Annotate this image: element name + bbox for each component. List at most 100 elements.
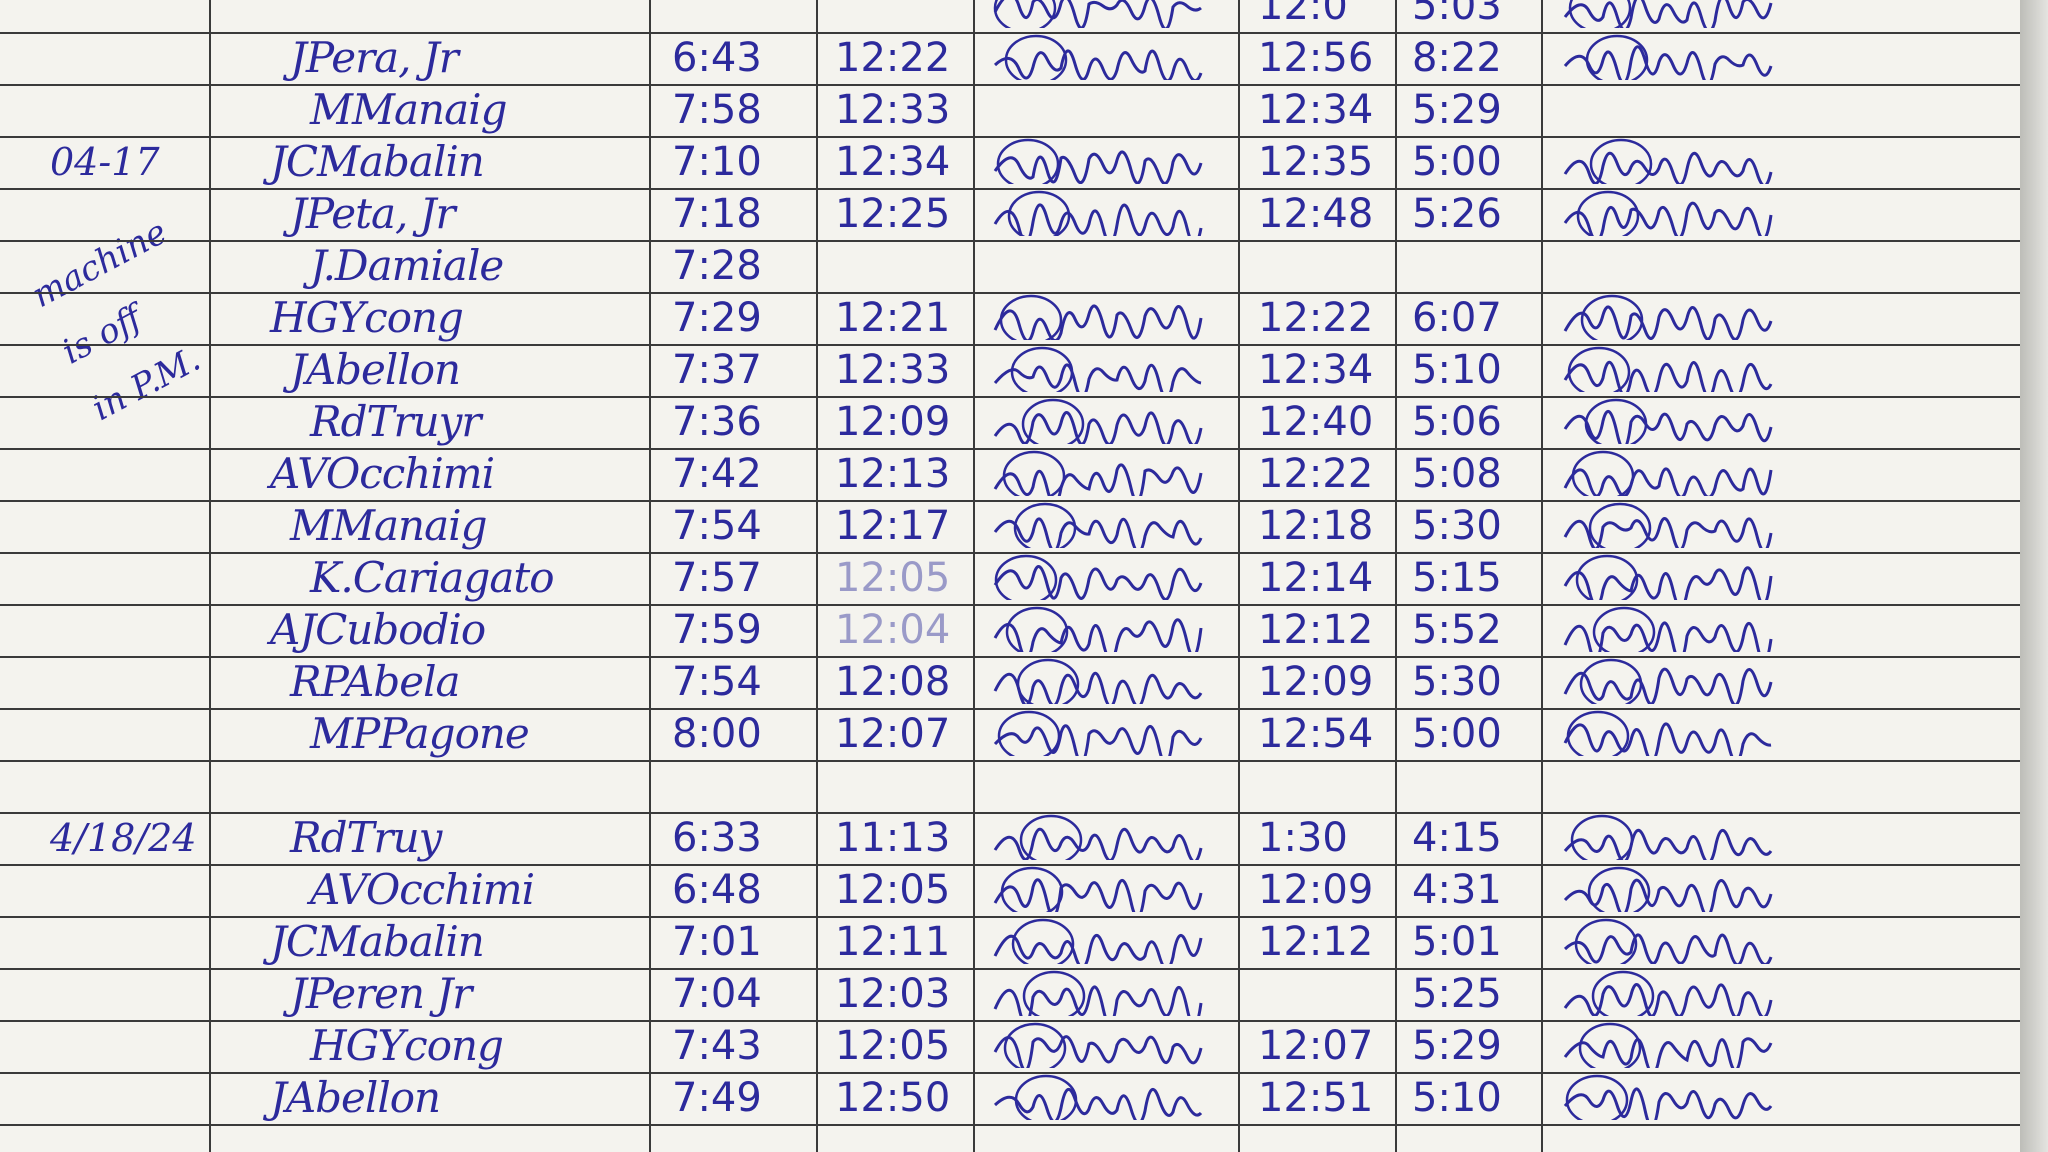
ruled-line xyxy=(0,448,2020,450)
pm-time-in: 12:0 xyxy=(1258,0,1348,29)
signature xyxy=(1563,346,1773,392)
am-time-out: 12:17 xyxy=(835,503,951,549)
am-time-out: 12:34 xyxy=(835,139,951,185)
pm-time-out: 5:25 xyxy=(1412,971,1502,1017)
am-time-in: 7:59 xyxy=(672,607,762,653)
pm-time-in: 12:35 xyxy=(1258,139,1374,185)
name-cell: JPeta, Jr xyxy=(290,189,456,238)
pm-time-out: 4:15 xyxy=(1412,815,1502,861)
am-time-in: 7:43 xyxy=(672,1023,762,1069)
pm-time-out: 5:10 xyxy=(1412,347,1502,393)
am-time-out: 12:25 xyxy=(835,191,951,237)
ruled-line xyxy=(0,708,2020,710)
am-time-out: 11:13 xyxy=(835,815,951,861)
pm-time-in: 12:14 xyxy=(1258,555,1374,601)
margin-note: machine is off in P.M. xyxy=(20,201,239,439)
pm-time-in: 12:22 xyxy=(1258,451,1374,497)
name-cell: AVOcchimi xyxy=(270,449,495,498)
column-line xyxy=(816,0,818,1152)
name-cell: AJCubodio xyxy=(270,605,486,654)
signature xyxy=(1563,970,1773,1016)
signature xyxy=(993,1074,1203,1120)
signature xyxy=(993,710,1203,756)
ruled-line xyxy=(0,500,2020,502)
name-cell: MPPagone xyxy=(310,709,530,758)
signature xyxy=(1563,138,1773,184)
am-time-in: 7:58 xyxy=(672,87,762,133)
pm-time-out: 5:00 xyxy=(1412,139,1502,185)
ruled-line xyxy=(0,864,2020,866)
name-cell: MManaig xyxy=(310,85,507,134)
signature xyxy=(993,0,1202,28)
signature xyxy=(1563,34,1773,80)
am-time-in: 7:42 xyxy=(672,451,762,497)
signature xyxy=(1563,658,1773,704)
pm-time-out: 5:29 xyxy=(1412,1023,1502,1069)
name-cell: JCMabalin xyxy=(270,137,485,186)
signature xyxy=(993,554,1203,600)
pm-time-out: 5:01 xyxy=(1412,919,1502,965)
signature xyxy=(993,814,1203,860)
am-time-in: 6:48 xyxy=(672,867,762,913)
ruled-line xyxy=(0,188,2020,190)
background-edge xyxy=(2020,0,2048,1152)
name-cell: HGYcong xyxy=(310,1021,504,1070)
pm-time-in: 12:48 xyxy=(1258,191,1374,237)
pm-time-out: 6:07 xyxy=(1412,295,1502,341)
ruled-line xyxy=(0,1124,2020,1126)
signature xyxy=(1563,0,1773,28)
am-time-in: 7:36 xyxy=(672,399,762,445)
signature xyxy=(1563,294,1773,340)
am-time-out: 12:11 xyxy=(835,919,951,965)
am-time-in: 7:10 xyxy=(672,139,762,185)
column-line xyxy=(1541,0,1543,1152)
am-time-in: 7:57 xyxy=(672,555,762,601)
ruled-line xyxy=(0,812,2020,814)
ruled-line xyxy=(0,344,2020,346)
pm-time-in: 12:56 xyxy=(1258,35,1374,81)
am-time-in: 7:29 xyxy=(672,295,762,341)
signature xyxy=(1563,1022,1773,1068)
am-time-out: 12:50 xyxy=(835,1075,951,1121)
signature xyxy=(1563,450,1773,496)
signature xyxy=(1563,554,1773,600)
am-time-in: 7:01 xyxy=(672,919,762,965)
signature xyxy=(993,918,1203,964)
ruled-line xyxy=(0,136,2020,138)
signature xyxy=(993,450,1203,496)
signature xyxy=(1563,918,1773,964)
pm-time-out: 5:08 xyxy=(1412,451,1502,497)
pm-time-out: 5:10 xyxy=(1412,1075,1502,1121)
am-time-out: 12:03 xyxy=(835,971,951,1017)
signature xyxy=(1563,398,1773,444)
name-cell: RPAbela xyxy=(290,657,461,706)
pm-time-out: 5:06 xyxy=(1412,399,1502,445)
name-cell: AVOcchimi xyxy=(310,865,535,914)
ruled-line xyxy=(0,552,2020,554)
pm-time-in: 12:09 xyxy=(1258,867,1374,913)
ruled-line xyxy=(0,656,2020,658)
pm-time-in: 12:18 xyxy=(1258,503,1374,549)
pm-time-in: 12:22 xyxy=(1258,295,1374,341)
signature xyxy=(993,138,1203,184)
ruled-line xyxy=(0,32,2020,34)
column-line xyxy=(1395,0,1397,1152)
am-time-in: 8:00 xyxy=(672,711,762,757)
date-cell: 04-17 xyxy=(50,140,160,184)
am-time-out: 12:04 xyxy=(835,607,951,653)
pm-time-in: 12:09 xyxy=(1258,659,1374,705)
signature xyxy=(993,398,1203,444)
pm-time-in: 1:30 xyxy=(1258,815,1348,861)
am-time-out: 12:09 xyxy=(835,399,951,445)
name-cell: J.Damiale xyxy=(310,241,504,290)
signature xyxy=(993,502,1203,548)
am-time-out: 12:33 xyxy=(835,87,951,133)
am-time-in: 7:37 xyxy=(672,347,762,393)
pm-time-out: 8:22 xyxy=(1412,35,1502,81)
name-cell: K.Cariagato xyxy=(310,553,555,602)
pm-time-in: 12:51 xyxy=(1258,1075,1374,1121)
pm-time-out: 5:52 xyxy=(1412,607,1502,653)
name-cell: JAbellon xyxy=(290,345,461,394)
am-time-in: 7:28 xyxy=(672,243,762,289)
